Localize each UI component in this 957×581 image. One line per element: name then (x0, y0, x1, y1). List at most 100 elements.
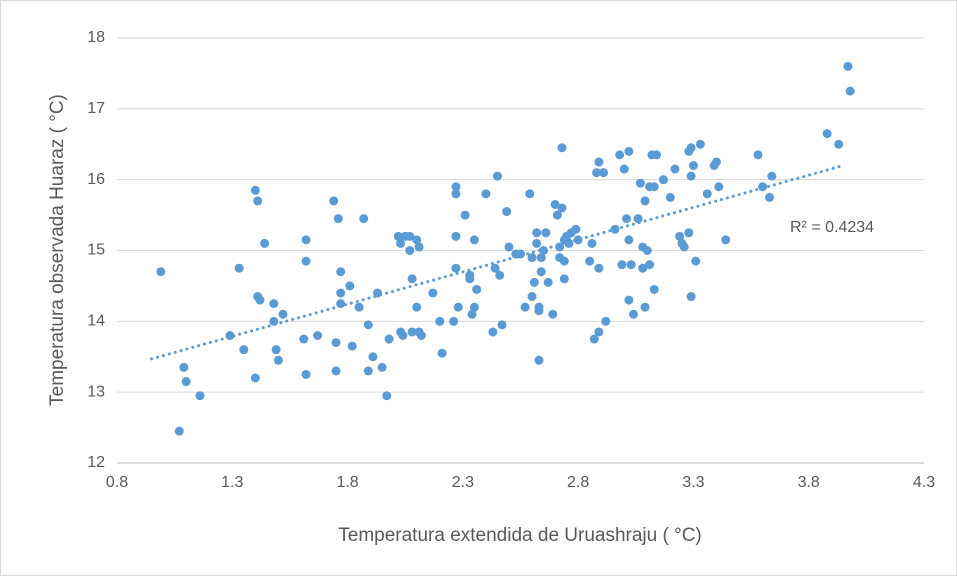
point (624, 146, 634, 156)
point (571, 224, 581, 234)
point (557, 143, 567, 153)
point (624, 235, 634, 245)
x-tick-label: 3.8 (798, 474, 820, 491)
x-axis-title: Temperatura extendida de Uruashraju ( °C… (338, 525, 702, 546)
point (451, 231, 461, 241)
point (527, 292, 537, 302)
point (363, 366, 373, 376)
r-squared-annotation: R² = 0.4234 (790, 219, 874, 236)
point (301, 235, 311, 245)
point (179, 362, 189, 372)
point (412, 235, 422, 245)
point (594, 263, 604, 273)
point (333, 214, 343, 224)
point (495, 270, 505, 280)
point (412, 302, 422, 312)
x-tick-label: 1.8 (336, 474, 358, 491)
point (645, 260, 655, 270)
point (250, 373, 260, 383)
y-tick-label: 13 (87, 383, 105, 400)
point (550, 199, 560, 209)
point (619, 164, 629, 174)
point (557, 203, 567, 213)
point (628, 309, 638, 319)
point (527, 253, 537, 263)
point (269, 299, 279, 309)
point (336, 288, 346, 298)
x-tick-label: 2.3 (452, 474, 474, 491)
point (675, 231, 685, 241)
point (688, 161, 698, 170)
y-tick-label: 18 (87, 29, 105, 46)
point (271, 345, 281, 355)
point (195, 391, 205, 401)
point (273, 355, 283, 365)
point (382, 391, 392, 401)
point (250, 185, 260, 195)
point (407, 327, 417, 337)
point (543, 277, 553, 287)
point (529, 277, 539, 287)
point (633, 214, 643, 224)
point (624, 295, 634, 305)
point (416, 331, 426, 340)
point (721, 235, 731, 245)
y-tick-label: 15 (87, 242, 105, 259)
point (384, 334, 394, 344)
point (822, 129, 832, 139)
point (329, 196, 339, 206)
point (843, 61, 853, 71)
point (368, 352, 378, 362)
point (278, 309, 288, 319)
point (622, 214, 632, 224)
point (626, 260, 636, 270)
point (453, 302, 463, 312)
point (260, 238, 270, 248)
point (481, 189, 491, 199)
point (345, 281, 355, 291)
point (435, 316, 445, 326)
point (642, 246, 652, 255)
point (451, 182, 461, 192)
point (239, 345, 249, 355)
y-tick-label: 12 (87, 454, 105, 471)
point (396, 238, 406, 248)
point (638, 263, 648, 273)
point (336, 267, 346, 277)
point (594, 157, 604, 167)
y-tick-label: 16 (87, 171, 105, 188)
x-tick-label: 1.3 (221, 474, 243, 491)
point (601, 316, 611, 326)
point (548, 309, 558, 319)
point (492, 171, 502, 181)
point (665, 192, 675, 202)
point (253, 196, 263, 206)
point (359, 214, 369, 224)
point (393, 231, 403, 241)
point (467, 309, 477, 319)
point (469, 302, 479, 312)
point (640, 302, 650, 312)
point (428, 288, 438, 298)
point (679, 242, 689, 252)
point (658, 175, 668, 185)
point (670, 164, 680, 174)
point (617, 260, 627, 270)
point (684, 228, 694, 238)
point (449, 316, 459, 326)
point (649, 284, 659, 294)
point (592, 168, 602, 178)
point (347, 341, 357, 351)
point (414, 242, 424, 252)
point (599, 168, 609, 178)
point (534, 306, 544, 316)
x-tick-label: 0.8 (106, 474, 128, 491)
point (711, 157, 721, 167)
point (536, 267, 546, 277)
point (702, 189, 712, 199)
point (532, 238, 542, 248)
point (363, 320, 373, 330)
point (181, 377, 191, 387)
point (585, 256, 595, 266)
